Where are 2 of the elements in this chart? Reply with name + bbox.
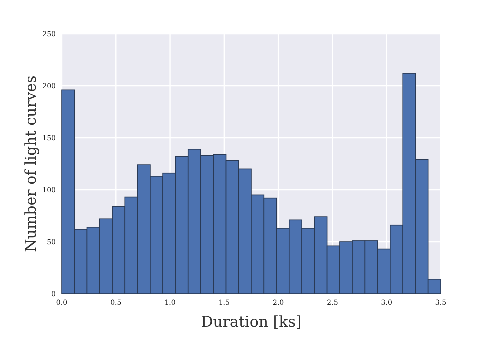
y-axis-title: Number of light curves xyxy=(22,76,40,252)
x-axis-title: Duration [ks] xyxy=(201,313,302,331)
